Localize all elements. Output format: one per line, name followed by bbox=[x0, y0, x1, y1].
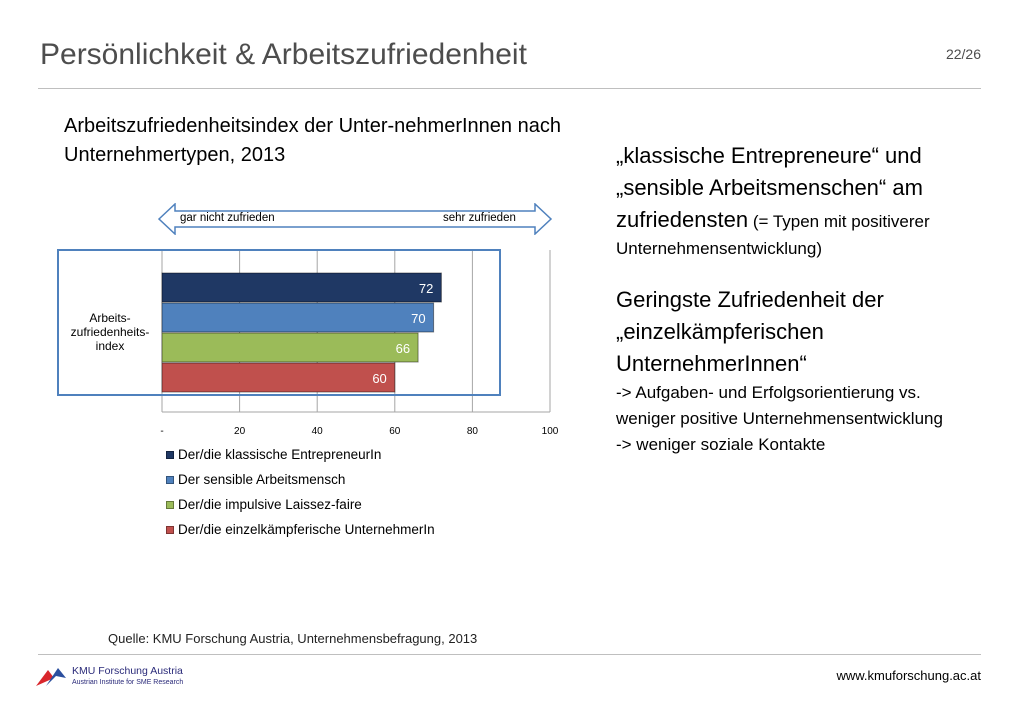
finding-1-note: (= Typen mit positiverer Unternehmensent… bbox=[616, 212, 930, 258]
x-tick-label: - bbox=[160, 426, 163, 437]
x-tick-label: 20 bbox=[234, 426, 246, 437]
bar-value-label: 60 bbox=[372, 371, 386, 386]
x-tick-label: 100 bbox=[542, 426, 559, 437]
category-label: Arbeits-zufriedenheits-index bbox=[71, 311, 150, 353]
right-text-panel: „klassische Entrepreneure“ und „sensible… bbox=[616, 140, 976, 458]
category-label-frame bbox=[57, 249, 501, 396]
chart-legend: Der/die klassische EntrepreneurIn Der sen… bbox=[166, 442, 435, 542]
legend-item: Der sensible Arbeitsmensch bbox=[166, 467, 435, 492]
legend-label: Der/die einzelkämpferische UnternehmerIn bbox=[178, 522, 435, 537]
bar-value-label: 70 bbox=[411, 311, 425, 326]
logo-mark-icon bbox=[36, 668, 66, 686]
legend-item: Der/die klassische EntrepreneurIn bbox=[166, 442, 435, 467]
legend-label: Der/die impulsive Laissez-faire bbox=[178, 497, 362, 512]
top-divider bbox=[38, 88, 981, 89]
legend-item: Der/die impulsive Laissez-faire bbox=[166, 492, 435, 517]
legend-swatch bbox=[166, 500, 174, 509]
slide-title: Persönlichkeit & Arbeitszufriedenheit bbox=[40, 38, 527, 71]
bar bbox=[161, 362, 396, 393]
finding-2-reason-2: -> weniger soziale Kontakte bbox=[616, 435, 826, 454]
legend-label: Der sensible Arbeitsmensch bbox=[178, 472, 346, 487]
logo-name: KMU Forschung Austria bbox=[72, 665, 183, 677]
bar bbox=[161, 302, 435, 333]
legend-label: Der/die klassische EntrepreneurIn bbox=[178, 447, 382, 462]
bar bbox=[161, 272, 442, 303]
finding-1-headline: „klassische Entrepreneure“ und „sensible… bbox=[616, 143, 923, 232]
bar bbox=[161, 332, 419, 363]
legend-swatch bbox=[166, 475, 174, 484]
kmu-logo: KMU Forschung Austria Austrian Institute… bbox=[34, 664, 183, 690]
website-url: www.kmuforschung.ac.at bbox=[836, 668, 981, 683]
bottom-divider bbox=[38, 654, 981, 655]
chart-heading: Arbeitszufriedenheitsindex der Unter-neh… bbox=[64, 115, 561, 166]
x-tick-label: 60 bbox=[389, 426, 401, 437]
bar-value-label: 66 bbox=[396, 341, 410, 356]
legend-swatch bbox=[166, 450, 174, 459]
satisfaction-scale-arrow bbox=[158, 203, 553, 235]
category-label-line: zufriedenheits- bbox=[71, 325, 150, 339]
category-label-line: Arbeits- bbox=[89, 311, 130, 325]
category-label-line: index bbox=[96, 339, 125, 353]
scale-left-label: gar nicht zufrieden bbox=[180, 212, 275, 224]
finding-2-headline: Geringste Zufriedenheit der „einzelkämpf… bbox=[616, 287, 884, 376]
legend-swatch bbox=[166, 525, 174, 534]
page-number: 22/26 bbox=[945, 46, 981, 62]
source-note: Quelle: KMU Forschung Austria, Unternehm… bbox=[108, 631, 478, 646]
x-tick-label: 40 bbox=[312, 426, 324, 437]
legend-item: Der/die einzelkämpferische UnternehmerIn bbox=[166, 517, 435, 542]
scale-right-label: sehr zufrieden bbox=[443, 212, 516, 224]
x-tick-label: 80 bbox=[467, 426, 479, 437]
bar-value-label: 72 bbox=[419, 281, 433, 296]
logo-subtitle: Austrian Institute for SME Research bbox=[72, 679, 184, 686]
finding-2-reason-1: -> Aufgaben- und Erfolgsorientierung vs.… bbox=[616, 383, 943, 428]
